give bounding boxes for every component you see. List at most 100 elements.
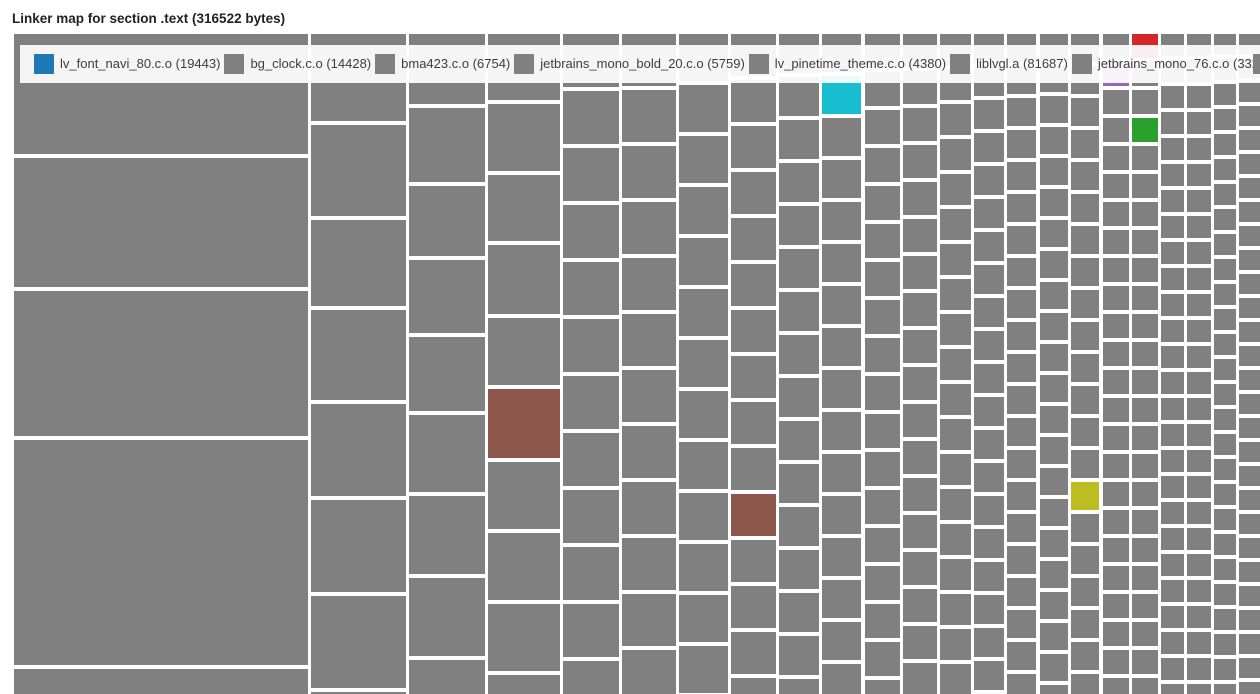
treemap-block-brown[interactable] (731, 494, 776, 536)
treemap-block[interactable] (940, 244, 971, 275)
treemap-block[interactable] (1239, 586, 1260, 606)
treemap-block[interactable] (1040, 499, 1068, 526)
treemap-block[interactable] (1071, 290, 1099, 318)
treemap-block[interactable] (1239, 610, 1260, 630)
treemap-block[interactable] (1214, 459, 1236, 480)
treemap-block[interactable] (974, 232, 1004, 261)
treemap-block[interactable] (563, 148, 619, 201)
treemap-block[interactable] (903, 515, 937, 548)
treemap-block[interactable] (1071, 386, 1099, 414)
treemap-block[interactable] (1103, 370, 1129, 394)
treemap-block[interactable] (1007, 546, 1036, 574)
treemap-block[interactable] (1132, 90, 1158, 114)
treemap-block[interactable] (1161, 424, 1184, 446)
treemap-block[interactable] (1187, 294, 1211, 316)
treemap-block[interactable] (1103, 538, 1129, 562)
treemap-block[interactable] (1103, 678, 1129, 694)
treemap-block[interactable] (1214, 509, 1236, 530)
treemap-block[interactable] (940, 559, 971, 590)
treemap-block[interactable] (622, 538, 676, 590)
treemap-block[interactable] (1132, 622, 1158, 646)
treemap-block[interactable] (974, 331, 1004, 360)
treemap-block[interactable] (1007, 194, 1036, 222)
treemap-block[interactable] (563, 547, 619, 600)
treemap-block[interactable] (731, 80, 776, 122)
treemap-block[interactable] (679, 493, 728, 540)
treemap-block[interactable] (1214, 559, 1236, 580)
treemap-block[interactable] (1040, 96, 1068, 123)
treemap-block[interactable] (731, 310, 776, 352)
treemap-block[interactable] (488, 318, 560, 385)
treemap-block[interactable] (865, 452, 900, 486)
treemap-block[interactable] (622, 650, 676, 694)
treemap-block[interactable] (731, 218, 776, 260)
treemap-block[interactable] (622, 146, 676, 198)
treemap-block[interactable] (1103, 174, 1129, 198)
treemap-block[interactable] (822, 538, 861, 576)
treemap-block[interactable] (940, 279, 971, 310)
treemap-block[interactable] (731, 632, 776, 674)
treemap-block[interactable] (488, 675, 560, 694)
treemap-block[interactable] (409, 415, 485, 492)
treemap-block[interactable] (1103, 650, 1129, 674)
treemap-block[interactable] (1187, 86, 1211, 108)
treemap-block[interactable] (1187, 190, 1211, 212)
treemap-block[interactable] (1071, 450, 1099, 478)
treemap-block[interactable] (563, 319, 619, 372)
treemap-block[interactable] (1214, 634, 1236, 655)
treemap-block[interactable] (1214, 209, 1236, 230)
treemap-block[interactable] (940, 454, 971, 485)
treemap-block[interactable] (822, 286, 861, 324)
treemap-block[interactable] (1071, 98, 1099, 126)
treemap-block[interactable] (1132, 594, 1158, 618)
treemap-block[interactable] (1040, 344, 1068, 371)
treemap-block[interactable] (1214, 184, 1236, 205)
treemap-block[interactable] (822, 580, 861, 618)
treemap-block[interactable] (1132, 650, 1158, 674)
treemap-block[interactable] (974, 628, 1004, 657)
treemap-block[interactable] (1132, 370, 1158, 394)
treemap-block[interactable] (1239, 346, 1260, 366)
treemap-block[interactable] (1214, 434, 1236, 455)
treemap-block[interactable] (679, 646, 728, 693)
treemap-block[interactable] (1161, 450, 1184, 472)
treemap-block[interactable] (14, 669, 308, 694)
treemap-block[interactable] (731, 356, 776, 398)
treemap-block[interactable] (974, 397, 1004, 426)
treemap-block[interactable] (1071, 610, 1099, 638)
treemap-block[interactable] (1132, 314, 1158, 338)
treemap-block[interactable] (1239, 682, 1260, 694)
treemap-block[interactable] (1239, 466, 1260, 486)
treemap-block[interactable] (903, 589, 937, 622)
treemap-block[interactable] (1187, 268, 1211, 290)
treemap-block[interactable] (1187, 424, 1211, 446)
treemap-block[interactable] (1239, 154, 1260, 174)
treemap-block[interactable] (1161, 346, 1184, 368)
treemap-block[interactable] (1239, 178, 1260, 198)
treemap-block-olive[interactable] (1071, 482, 1099, 510)
treemap-block[interactable] (1103, 230, 1129, 254)
treemap-block[interactable] (865, 566, 900, 600)
treemap-block[interactable] (1103, 146, 1129, 170)
treemap-block[interactable] (1187, 346, 1211, 368)
treemap-block[interactable] (409, 186, 485, 256)
treemap-block[interactable] (779, 206, 819, 245)
treemap-block[interactable] (1187, 164, 1211, 186)
treemap-block[interactable] (822, 664, 861, 694)
treemap-block[interactable] (974, 661, 1004, 690)
treemap-block[interactable] (1132, 230, 1158, 254)
treemap-block[interactable] (865, 186, 900, 220)
treemap-block[interactable] (865, 338, 900, 372)
treemap-block[interactable] (311, 500, 406, 592)
treemap-block[interactable] (14, 440, 308, 665)
treemap-block[interactable] (409, 337, 485, 411)
treemap-block[interactable] (1161, 658, 1184, 680)
treemap-block[interactable] (1071, 162, 1099, 190)
treemap-block[interactable] (940, 104, 971, 135)
treemap-block[interactable] (940, 524, 971, 555)
treemap-block[interactable] (903, 478, 937, 511)
treemap-block[interactable] (779, 593, 819, 632)
treemap-block[interactable] (903, 367, 937, 400)
treemap-block[interactable] (563, 376, 619, 429)
treemap-block[interactable] (1239, 490, 1260, 510)
